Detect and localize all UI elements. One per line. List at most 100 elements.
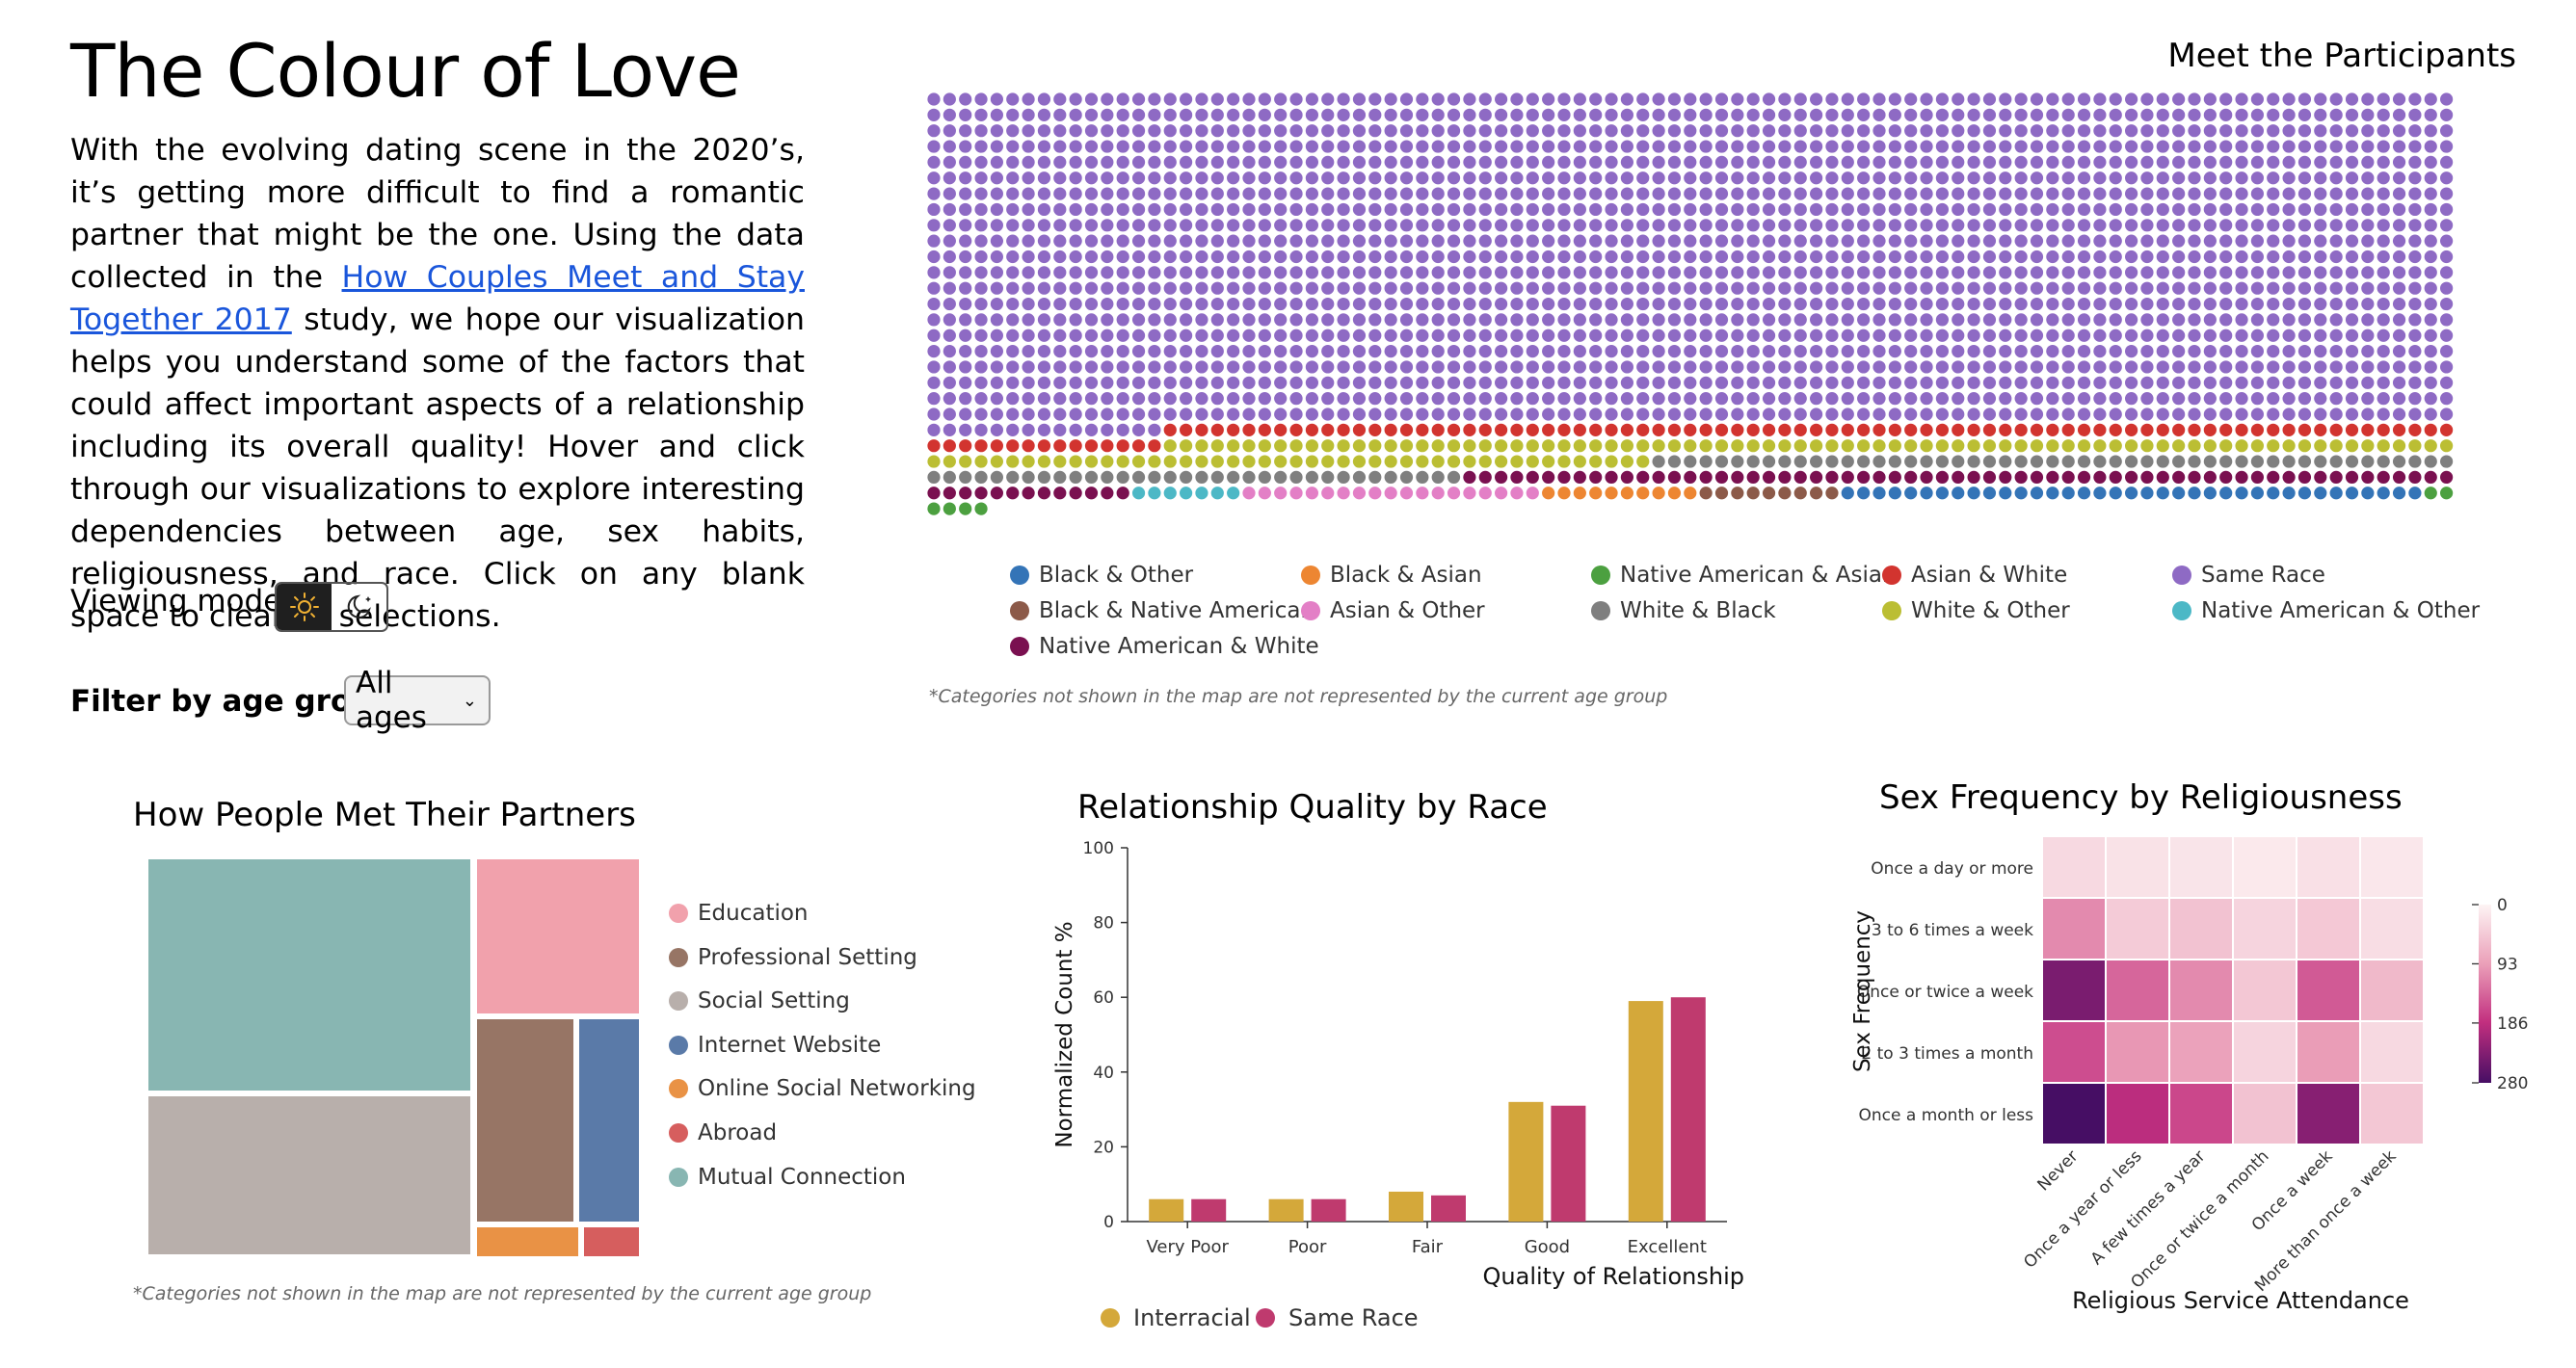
waffle-dot-same-race[interactable] xyxy=(1636,266,1650,279)
waffle-dot-white-and-black[interactable] xyxy=(1841,455,1854,468)
waffle-dot-same-race[interactable] xyxy=(1825,234,1839,248)
waffle-dot-same-race[interactable] xyxy=(1557,187,1571,200)
waffle-dot-same-race[interactable] xyxy=(2093,392,2107,406)
waffle-dot-same-race[interactable] xyxy=(2077,202,2091,217)
waffle-dot-same-race[interactable] xyxy=(1762,392,1776,406)
waffle-dot-same-race[interactable] xyxy=(1210,345,1224,358)
waffle-dot-same-race[interactable] xyxy=(1841,92,1854,106)
waffle-dot-same-race[interactable] xyxy=(2188,108,2201,121)
waffle-dot-same-race[interactable] xyxy=(1982,329,1997,342)
waffle-dot-same-race[interactable] xyxy=(1384,219,1397,232)
participants-legend-item-native-american-and-white[interactable]: Native American & White xyxy=(1010,634,1319,659)
waffle-dot-same-race[interactable] xyxy=(1210,329,1224,342)
waffle-dot-same-race[interactable] xyxy=(1022,155,1035,169)
waffle-dot-same-race[interactable] xyxy=(1573,408,1586,421)
waffle-dot-same-race[interactable] xyxy=(1495,281,1508,295)
waffle-dot-white-and-black[interactable] xyxy=(1731,455,1744,468)
waffle-dot-native-american-and-white[interactable] xyxy=(2440,470,2454,484)
waffle-dot-same-race[interactable] xyxy=(1447,266,1461,279)
waffle-dot-same-race[interactable] xyxy=(1793,202,1807,217)
waffle-dot-same-race[interactable] xyxy=(927,297,941,311)
waffle-dot-same-race[interactable] xyxy=(2030,155,2044,169)
waffle-dot-same-race[interactable] xyxy=(1131,219,1146,232)
waffle-dot-same-race[interactable] xyxy=(1352,234,1367,248)
waffle-dot-same-race[interactable] xyxy=(990,234,1003,248)
waffle-dot-same-race[interactable] xyxy=(1605,281,1618,295)
waffle-dot-native-american-and-white[interactable] xyxy=(1714,470,1729,484)
waffle-dot-same-race[interactable] xyxy=(2297,219,2312,232)
waffle-dot-white-and-other[interactable] xyxy=(1746,439,1760,453)
waffle-dot-same-race[interactable] xyxy=(943,281,956,295)
waffle-dot-same-race[interactable] xyxy=(1952,234,1965,248)
waffle-dot-same-race[interactable] xyxy=(1667,266,1682,279)
waffle-dot-same-race[interactable] xyxy=(2345,360,2359,374)
waffle-dot-same-race[interactable] xyxy=(1526,376,1539,389)
waffle-dot-same-race[interactable] xyxy=(1101,376,1114,389)
waffle-dot-same-race[interactable] xyxy=(1967,392,1980,406)
waffle-dot-native-american-and-white[interactable] xyxy=(2093,470,2107,484)
waffle-dot-same-race[interactable] xyxy=(1447,345,1461,358)
waffle-dot-same-race[interactable] xyxy=(1116,92,1129,106)
waffle-dot-same-race[interactable] xyxy=(1920,187,1933,200)
treemap-cell-social-setting[interactable] xyxy=(148,1096,470,1254)
waffle-dot-same-race[interactable] xyxy=(1431,140,1445,153)
waffle-dot-same-race[interactable] xyxy=(1731,408,1744,421)
waffle-dot-same-race[interactable] xyxy=(1399,171,1414,185)
waffle-dot-same-race[interactable] xyxy=(1227,219,1240,232)
waffle-dot-same-race[interactable] xyxy=(2392,360,2406,374)
waffle-dot-native-american-and-other[interactable] xyxy=(1148,487,1161,500)
waffle-dot-same-race[interactable] xyxy=(1935,187,1949,200)
waffle-dot-asian-and-white[interactable] xyxy=(1053,439,1067,453)
waffle-dot-same-race[interactable] xyxy=(2125,345,2138,358)
waffle-dot-same-race[interactable] xyxy=(1652,155,1665,169)
waffle-dot-same-race[interactable] xyxy=(2297,408,2312,421)
waffle-dot-same-race[interactable] xyxy=(1746,234,1760,248)
waffle-dot-same-race[interactable] xyxy=(2297,281,2312,295)
waffle-dot-same-race[interactable] xyxy=(1258,376,1271,389)
waffle-dot-same-race[interactable] xyxy=(1416,266,1429,279)
waffle-dot-white-and-other[interactable] xyxy=(2377,439,2390,453)
waffle-dot-same-race[interactable] xyxy=(1967,155,1980,169)
waffle-dot-same-race[interactable] xyxy=(1399,281,1414,295)
waffle-dot-black-and-other[interactable] xyxy=(1967,487,1980,500)
waffle-dot-same-race[interactable] xyxy=(2140,345,2154,358)
waffle-dot-same-race[interactable] xyxy=(1935,313,1949,327)
waffle-dot-same-race[interactable] xyxy=(2297,234,2312,248)
waffle-dot-same-race[interactable] xyxy=(1084,250,1099,264)
waffle-dot-same-race[interactable] xyxy=(1731,171,1744,185)
waffle-dot-same-race[interactable] xyxy=(1399,392,1414,406)
waffle-dot-same-race[interactable] xyxy=(1006,376,1020,389)
waffle-dot-same-race[interactable] xyxy=(1116,250,1129,264)
waffle-dot-native-american-and-white[interactable] xyxy=(2172,470,2186,484)
waffle-dot-same-race[interactable] xyxy=(1478,313,1492,327)
waffle-dot-same-race[interactable] xyxy=(2030,360,2044,374)
waffle-dot-same-race[interactable] xyxy=(2188,187,2201,200)
waffle-dot-same-race[interactable] xyxy=(1904,297,1918,311)
waffle-dot-asian-and-white[interactable] xyxy=(1478,423,1492,436)
waffle-dot-asian-and-other[interactable] xyxy=(1242,487,1256,500)
waffle-dot-white-and-black[interactable] xyxy=(1920,455,1933,468)
waffle-dot-same-race[interactable] xyxy=(1967,266,1980,279)
waffle-dot-same-race[interactable] xyxy=(1982,408,1997,421)
waffle-dot-same-race[interactable] xyxy=(2014,124,2028,138)
treemap-legend-item-professional-setting[interactable]: Professional Setting xyxy=(669,945,917,970)
waffle-dot-same-race[interactable] xyxy=(1904,202,1918,217)
waffle-dot-same-race[interactable] xyxy=(1321,234,1335,248)
waffle-dot-same-race[interactable] xyxy=(1636,92,1650,106)
waffle-dot-same-race[interactable] xyxy=(2424,360,2437,374)
waffle-dot-same-race[interactable] xyxy=(1274,408,1288,421)
waffle-dot-same-race[interactable] xyxy=(1053,155,1067,169)
waffle-dot-same-race[interactable] xyxy=(1022,202,1035,217)
waffle-dot-same-race[interactable] xyxy=(1967,329,1980,342)
waffle-dot-same-race[interactable] xyxy=(1762,108,1776,121)
waffle-dot-same-race[interactable] xyxy=(1069,187,1082,200)
waffle-dot-same-race[interactable] xyxy=(2329,297,2343,311)
waffle-dot-same-race[interactable] xyxy=(1258,345,1271,358)
waffle-dot-asian-and-white[interactable] xyxy=(2156,423,2169,436)
waffle-dot-same-race[interactable] xyxy=(974,297,988,311)
waffle-dot-same-race[interactable] xyxy=(1935,234,1949,248)
age-group-select[interactable]: All ages ⌄ xyxy=(344,666,491,735)
waffle-dot-native-american-and-white[interactable] xyxy=(1825,470,1839,484)
waffle-dot-same-race[interactable] xyxy=(2345,140,2359,153)
waffle-dot-same-race[interactable] xyxy=(1321,360,1335,374)
